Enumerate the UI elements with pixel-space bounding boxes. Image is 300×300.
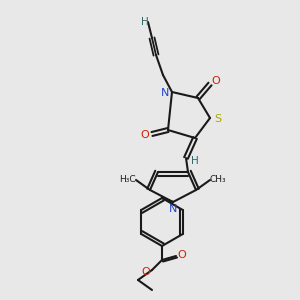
Text: N: N bbox=[169, 204, 177, 214]
Text: H: H bbox=[141, 17, 149, 27]
Text: S: S bbox=[214, 114, 222, 124]
Text: O: O bbox=[212, 76, 220, 86]
Text: N: N bbox=[161, 88, 169, 98]
Text: O: O bbox=[142, 267, 150, 277]
Text: O: O bbox=[178, 250, 186, 260]
Text: CH₃: CH₃ bbox=[210, 176, 226, 184]
Text: H₃C: H₃C bbox=[119, 176, 135, 184]
Text: H: H bbox=[191, 156, 199, 166]
Text: O: O bbox=[141, 130, 149, 140]
